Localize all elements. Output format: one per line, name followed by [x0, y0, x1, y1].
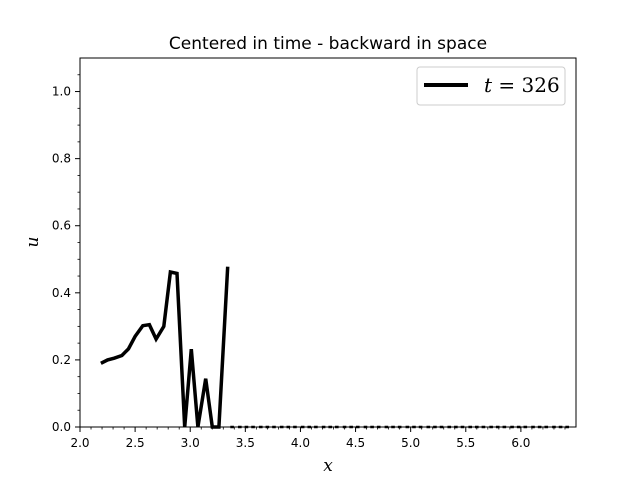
legend-value: 326 — [522, 73, 560, 97]
y-tick-label: 0.4 — [52, 286, 71, 300]
x-tick-label: 3.5 — [236, 436, 255, 450]
x-axis-label: x — [323, 456, 333, 476]
y-axis-label: u — [23, 237, 43, 248]
legend-equals: = — [492, 73, 521, 97]
series-line — [100, 266, 230, 429]
legend: t = 326 — [416, 66, 566, 106]
plot-frame — [79, 57, 577, 428]
x-tick-label: 6.0 — [511, 436, 530, 450]
y-tick-label: 0.0 — [52, 420, 71, 434]
x-tick-label: 4.5 — [346, 436, 365, 450]
legend-variable: t — [484, 73, 493, 97]
chart-title: Centered in time - backward in space — [169, 34, 487, 54]
x-tick-label: 2.0 — [70, 436, 89, 450]
y-tick-label: 0.2 — [52, 353, 71, 367]
y-tick-label: 0.8 — [52, 152, 71, 166]
x-tick-label: 5.0 — [401, 436, 420, 450]
x-tick-label: 4.0 — [291, 436, 310, 450]
y-tick-label: 0.6 — [52, 219, 71, 233]
legend-box — [416, 66, 566, 106]
x-tick-label: 2.5 — [126, 436, 145, 450]
x-tick-label: 5.5 — [456, 436, 475, 450]
x-tick-label: 3.0 — [181, 436, 200, 450]
plot-area — [80, 58, 576, 427]
legend-label: t = 326 — [484, 73, 560, 97]
y-tick-label: 1.0 — [52, 85, 71, 99]
